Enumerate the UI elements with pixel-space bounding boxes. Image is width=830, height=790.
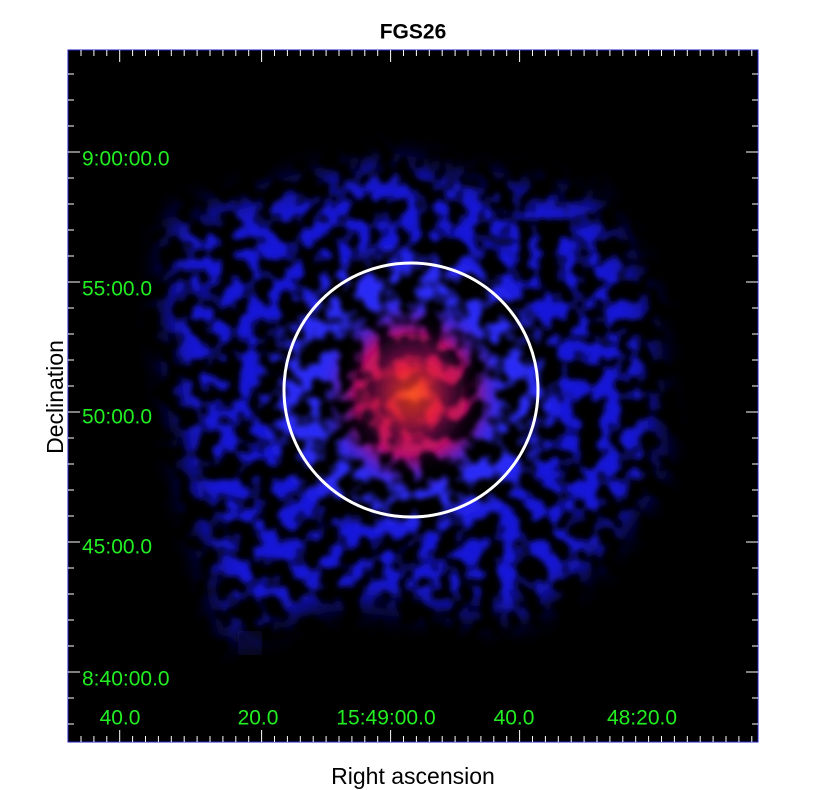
y-tick-label: 50:00.0: [82, 406, 152, 429]
xray-image: [165, 160, 660, 653]
title: FGS26: [380, 21, 447, 44]
y-tick-label: 55:00.0: [82, 278, 152, 301]
x-tick-label: 40.0: [100, 707, 141, 730]
y-tick-label: 9:00:00.0: [82, 148, 170, 171]
y-tick-label: 8:40:00.0: [82, 668, 170, 691]
y-tick-label: 45:00.0: [82, 536, 152, 559]
axis-ticks: [68, 50, 758, 742]
x-tick-label: 40.0: [494, 707, 535, 730]
region-circle: [282, 261, 540, 519]
x-axis-label: Right ascension: [331, 763, 495, 789]
x-tick-label: 15:49:00.0: [336, 707, 435, 730]
x-tick-label: 48:20.0: [607, 707, 677, 730]
x-tick-label: 20.0: [238, 707, 279, 730]
y-axis-label: Declination: [42, 340, 68, 454]
